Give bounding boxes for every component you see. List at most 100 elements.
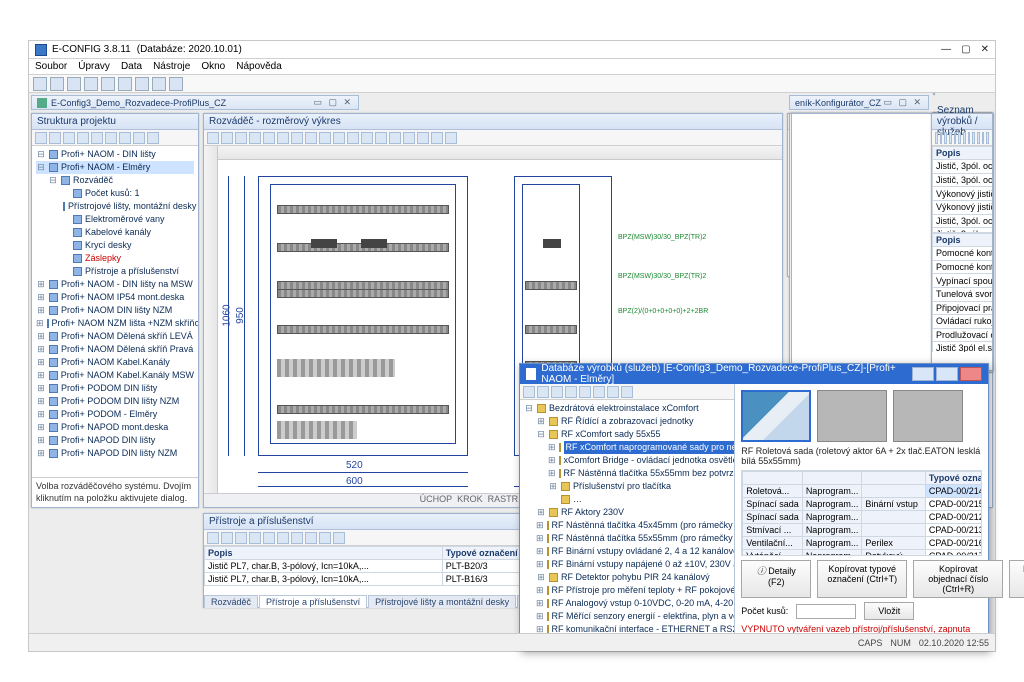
dialog-tree-node[interactable]: RF Přístroje pro měření teploty + RF pok… bbox=[524, 584, 730, 597]
drawing-toolbar[interactable] bbox=[204, 130, 782, 146]
main-toolbar[interactable] bbox=[29, 75, 995, 93]
tool-icon[interactable] bbox=[417, 132, 429, 144]
tree-node[interactable]: Profi+ NAOM DIN lišty NZM bbox=[36, 304, 194, 317]
tree-node[interactable]: Profi+ NAPOD DIN lišty NZM bbox=[36, 447, 194, 460]
tool-icon[interactable] bbox=[221, 132, 233, 144]
tree-node[interactable]: Elektroměrové vany bbox=[36, 213, 194, 226]
project-tree-toolbar[interactable] bbox=[32, 130, 198, 146]
product-grid-top[interactable]: PopisTypové označeníObjednací ...Poč.kus… bbox=[932, 146, 992, 232]
tool-icon[interactable] bbox=[135, 77, 149, 91]
tree-node[interactable]: Přístroje a příslušenství bbox=[36, 265, 194, 278]
dialog-tree-node[interactable]: RF Nástěnná tlačítka 45x45mm (pro rámečk… bbox=[524, 519, 730, 532]
tree-node[interactable]: Profi+ NAOM Dělená skříň Pravá bbox=[36, 343, 194, 356]
tree-node[interactable]: Přístrojové lišty, montážní desky bbox=[36, 200, 194, 213]
btn-copy-row[interactable]: Kopírovat celou řádku (Ctrl+L) bbox=[1009, 560, 1024, 598]
tree-node[interactable]: Profi+ NAOM NZM lišta +NZM skříňové bbox=[36, 317, 194, 330]
btn-copy-order[interactable]: Kopírovat objednací číslo (Ctrl+R) bbox=[913, 560, 1003, 598]
tool-icon[interactable] bbox=[431, 132, 443, 144]
btn-copy-type[interactable]: Kopírovat typové označení (Ctrl+T) bbox=[817, 560, 907, 598]
tool-icon[interactable] bbox=[235, 132, 247, 144]
tree-node[interactable]: Profi+ NAOM IP54 mont.deska bbox=[36, 291, 194, 304]
tool-icon[interactable] bbox=[361, 132, 373, 144]
tool-icon[interactable] bbox=[33, 77, 47, 91]
tool-icon[interactable] bbox=[35, 132, 47, 144]
tree-node[interactable]: Profi+ NAOM - DIN lišty bbox=[36, 148, 194, 161]
tree-node[interactable]: Profi+ NAOM Kabel.Kanály MSW bbox=[36, 369, 194, 382]
tree-node[interactable]: Záslepky bbox=[36, 252, 194, 265]
tool-icon[interactable] bbox=[277, 132, 289, 144]
tool-icon[interactable] bbox=[389, 132, 401, 144]
tree-node[interactable]: Profi+ NAOM Kabel.Kanály bbox=[36, 356, 194, 369]
tool-icon[interactable] bbox=[118, 77, 132, 91]
dialog-tree[interactable]: Bezdrátová elektroinstalace xComfortRF Ř… bbox=[520, 400, 734, 650]
menu-soubor[interactable]: Soubor bbox=[35, 61, 67, 72]
tree-node[interactable]: Profi+ PODOM - Elměry bbox=[36, 408, 194, 421]
tree-node[interactable]: Profi+ PODOM DIN lišty bbox=[36, 382, 194, 395]
dlg-max[interactable] bbox=[936, 367, 958, 381]
tree-node[interactable]: Profi+ NAOM - DIN lišty na MSW bbox=[36, 278, 194, 291]
tool-icon[interactable] bbox=[249, 132, 261, 144]
tool-icon[interactable] bbox=[119, 132, 131, 144]
menu-napoveda[interactable]: Nápověda bbox=[236, 61, 282, 72]
dialog-tree-toolbar[interactable] bbox=[520, 384, 734, 400]
tool-icon[interactable] bbox=[91, 132, 103, 144]
tool-icon[interactable] bbox=[105, 132, 117, 144]
project-tree[interactable]: Profi+ NAOM - DIN lištyProfi+ NAOM - Elm… bbox=[32, 146, 198, 476]
tool-icon[interactable] bbox=[445, 132, 457, 144]
dialog-tree-node[interactable]: RF xComfort sady 55x55 bbox=[524, 428, 730, 441]
thumbnail[interactable] bbox=[741, 390, 811, 442]
dialog-tree-node[interactable]: RF Binární vstupy napájené 0 až ±10V, 23… bbox=[524, 558, 730, 571]
count-input[interactable] bbox=[796, 604, 856, 619]
dialog-tree-node[interactable]: Bezdrátová elektroinstalace xComfort bbox=[524, 402, 730, 415]
dialog-tree-node[interactable]: xComfort Bridge - ovládací jednotka osvě… bbox=[524, 454, 730, 467]
tree-node[interactable]: Profi+ PODOM DIN lišty NZM bbox=[36, 395, 194, 408]
tree-node[interactable]: Rozváděč bbox=[36, 174, 194, 187]
product-grid-bottom[interactable]: PopisTypové označeníObjednací čísloPoč.k… bbox=[932, 233, 992, 352]
tool-icon[interactable] bbox=[291, 132, 303, 144]
minimize-button[interactable]: — bbox=[941, 44, 951, 55]
tool-icon[interactable] bbox=[152, 77, 166, 91]
tree-node[interactable]: Počet kusů: 1 bbox=[36, 187, 194, 200]
dialog-tree-node[interactable]: Příslušenství pro tlačítka bbox=[524, 480, 730, 493]
tool-icon[interactable] bbox=[305, 132, 317, 144]
tree-node[interactable]: Profi+ NAOM Dělená skříň LEVÁ bbox=[36, 330, 194, 343]
close-button[interactable]: ✕ bbox=[981, 44, 989, 55]
tool-icon[interactable] bbox=[67, 77, 81, 91]
tool-icon[interactable] bbox=[63, 132, 75, 144]
tree-node[interactable]: Krycí desky bbox=[36, 239, 194, 252]
tree-node[interactable]: Profi+ NAOM - Elměry bbox=[36, 161, 194, 174]
dialog-tree-node[interactable]: RF Nástěnná tlačítka 55x55mm (pro rámečk… bbox=[524, 532, 730, 545]
menu-nastroje[interactable]: Nástroje bbox=[153, 61, 190, 72]
dialog-tree-node[interactable]: RF Řídící a zobrazovací jednotky bbox=[524, 415, 730, 428]
tree-node[interactable]: Kabelové kanály bbox=[36, 226, 194, 239]
bottom-tab[interactable]: Přístrojové lišty a montážní desky bbox=[368, 595, 516, 608]
menu-bar[interactable]: Soubor Úpravy Data Nástroje Okno Nápověd… bbox=[29, 59, 995, 75]
tool-icon[interactable] bbox=[263, 132, 275, 144]
tool-icon[interactable] bbox=[169, 77, 183, 91]
dialog-tree-node[interactable]: … bbox=[524, 493, 730, 506]
tool-icon[interactable] bbox=[403, 132, 415, 144]
doc-tab-right[interactable]: eník-Konfigurátor_CZ ▭ ▢ ✕ bbox=[789, 95, 929, 110]
tool-icon[interactable] bbox=[84, 77, 98, 91]
tool-icon[interactable] bbox=[133, 132, 145, 144]
tool-icon[interactable] bbox=[77, 132, 89, 144]
bottom-tab[interactable]: Rozváděč bbox=[204, 595, 258, 608]
tool-icon[interactable] bbox=[49, 132, 61, 144]
tool-icon[interactable] bbox=[319, 132, 331, 144]
tool-icon[interactable] bbox=[101, 77, 115, 91]
dialog-tree-node[interactable]: RF Aktory 230V bbox=[524, 506, 730, 519]
tool-icon[interactable] bbox=[207, 132, 219, 144]
tool-icon[interactable] bbox=[147, 132, 159, 144]
thumbnail[interactable] bbox=[817, 390, 887, 442]
btn-insert[interactable]: Vložit bbox=[864, 602, 914, 620]
tree-node[interactable]: Profi+ NAPOD mont.deska bbox=[36, 421, 194, 434]
dlg-min[interactable] bbox=[912, 367, 934, 381]
dialog-tree-node[interactable]: RF Detektor pohybu PIR 24 kanálový bbox=[524, 571, 730, 584]
menu-upravy[interactable]: Úpravy bbox=[78, 61, 110, 72]
dlg-close[interactable] bbox=[960, 367, 982, 381]
doc-tab-left[interactable]: E-Config3_Demo_Rozvadece-ProfiPlus_CZ ▭ … bbox=[31, 95, 359, 110]
tool-icon[interactable] bbox=[50, 77, 64, 91]
thumbnail[interactable] bbox=[893, 390, 963, 442]
dialog-tree-node[interactable]: RF Nástěnná tlačítka 55x55mm bez potvrzo… bbox=[524, 467, 730, 480]
dialog-titlebar[interactable]: Databáze výrobků (služeb) [E-Config3_Dem… bbox=[520, 364, 988, 384]
